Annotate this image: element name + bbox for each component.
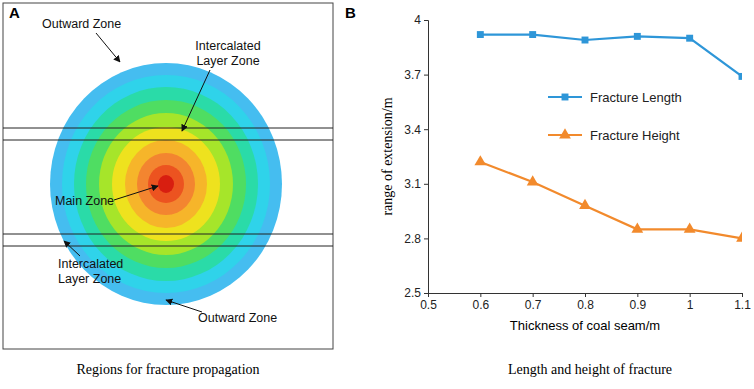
zone-arrow xyxy=(96,33,120,62)
legend-entry: Fracture Height xyxy=(548,128,680,143)
tick-mark xyxy=(637,293,638,297)
tick-mark xyxy=(424,129,428,130)
y-axis-title: range of extension/m xyxy=(380,97,395,215)
caption: Regions for fracture propagation xyxy=(76,362,259,377)
tick: 1 xyxy=(687,293,694,312)
zone-ring-9 xyxy=(158,175,174,193)
zone-ring-0 xyxy=(50,63,282,305)
tick-label: 3.1 xyxy=(404,177,421,191)
tick-label: 4 xyxy=(414,13,421,27)
tick-label: 1.1 xyxy=(734,298,751,312)
tick-label: 1 xyxy=(687,298,694,312)
tick-label: 0.8 xyxy=(577,298,594,312)
tick: 2.8 xyxy=(404,232,428,246)
zone-label: Outward Zone xyxy=(42,17,121,31)
series-marker xyxy=(582,37,589,44)
panel-label: B xyxy=(345,4,356,21)
axis-line xyxy=(429,294,743,298)
tick-mark xyxy=(424,75,428,76)
tick: 1.1 xyxy=(734,293,751,312)
plot-area xyxy=(474,31,742,242)
axis-line xyxy=(424,21,429,294)
legend-label: Fracture Height xyxy=(590,128,680,143)
legend-label: Fracture Length xyxy=(590,90,682,105)
series-marker xyxy=(474,155,486,165)
zone-ring-7 xyxy=(137,153,195,215)
tick: 0.8 xyxy=(577,293,594,312)
layer-boundary-2 xyxy=(3,234,333,235)
tick-mark xyxy=(424,238,428,239)
tick: 2.5 xyxy=(404,286,428,300)
series-marker xyxy=(529,31,536,38)
x-axis-title: Thickness of coal seam/m xyxy=(510,318,660,333)
figure: A Outward Zone IntercalatedLayer Zone Main … xyxy=(0,0,754,389)
zone-ring-3 xyxy=(86,100,246,268)
tick-label: 2.8 xyxy=(404,232,421,246)
zone-label: IntercalatedLayer Zone xyxy=(195,39,260,68)
tick: 3.4 xyxy=(404,123,428,137)
tick: 0.5 xyxy=(420,293,437,312)
layer-boundary-1 xyxy=(3,140,333,141)
tick-mark xyxy=(424,20,428,21)
y-axis: 2.5 2.8 3.1 3.4 3.7 4 xyxy=(404,13,428,300)
zone-label: Outward Zone xyxy=(198,311,277,325)
tick-mark xyxy=(585,293,586,297)
panel-label: A xyxy=(9,4,20,21)
caption: Length and height of fracture xyxy=(508,362,672,377)
zone-arrow xyxy=(64,241,80,256)
tick-label: 0.6 xyxy=(472,298,489,312)
tick-mark xyxy=(424,293,428,294)
series-marker xyxy=(634,33,641,40)
legend-marker xyxy=(562,94,569,101)
tick-mark xyxy=(533,293,534,297)
tick: 3.7 xyxy=(404,68,428,82)
series-marker xyxy=(736,232,742,242)
series-line xyxy=(480,35,742,77)
zone-ring-6 xyxy=(125,140,207,228)
series-line xyxy=(480,162,742,238)
panel-b: B 0.5 0.6 0.7 0.8 0.9 1 1.1 2.5 2.8 3.1 3.4 3.7 4 Thic… xyxy=(345,4,751,377)
legend-entry: Fracture Length xyxy=(548,90,682,105)
tick-label: 3.7 xyxy=(404,68,421,82)
series-marker xyxy=(527,175,539,185)
tick-mark xyxy=(690,293,691,297)
tick-label: 0.7 xyxy=(525,298,542,312)
layer-boundary-0 xyxy=(3,128,333,129)
zone-arrow xyxy=(166,300,202,312)
series-marker xyxy=(579,199,591,209)
zone-ring-5 xyxy=(112,127,220,241)
tick: 0.6 xyxy=(472,293,489,312)
tick-label: 2.5 xyxy=(404,286,421,300)
x-axis: 0.5 0.6 0.7 0.8 0.9 1 1.1 xyxy=(420,293,751,312)
tick: 3.1 xyxy=(404,177,428,191)
series-marker xyxy=(684,223,696,233)
series-marker xyxy=(739,73,742,80)
panel-a: A Outward Zone IntercalatedLayer Zone Main … xyxy=(3,3,333,377)
legend-marker xyxy=(559,128,571,138)
panel-frame xyxy=(3,3,333,349)
zone-label: Main Zone xyxy=(55,194,114,208)
zone-arrow xyxy=(114,186,158,200)
zone-ring-8 xyxy=(148,165,184,203)
tick-label: 3.4 xyxy=(404,123,421,137)
zone-ring-2 xyxy=(74,87,258,281)
tick-mark xyxy=(480,293,481,297)
tick-label: 0.9 xyxy=(629,298,646,312)
tick-mark xyxy=(742,293,743,297)
zone-arrow xyxy=(182,70,210,131)
layer-boundary-3 xyxy=(3,246,333,247)
legend: Fracture Length Fracture Height xyxy=(548,90,682,143)
series-marker xyxy=(631,223,643,233)
tick: 0.9 xyxy=(629,293,646,312)
series-marker xyxy=(686,35,693,42)
tick-label: 0.5 xyxy=(420,298,437,312)
tick: 0.7 xyxy=(525,293,542,312)
tick-mark xyxy=(424,184,428,185)
zone-label: IntercalatedLayer Zone xyxy=(58,257,123,286)
series-marker xyxy=(477,31,484,38)
tick: 4 xyxy=(414,13,428,27)
